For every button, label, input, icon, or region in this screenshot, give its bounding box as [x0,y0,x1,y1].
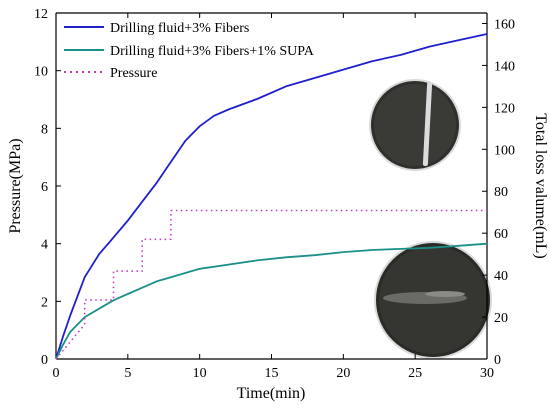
x-axis-title: Time(min) [237,385,306,402]
legend-label-supa: Drilling fluid+3% Fibers+1% SUPA [110,44,315,59]
ticks-layer: 0 5 10 15 20 25 300246810120204060801001201401… [34,7,515,381]
y-left-tick-label: 12 [34,7,48,22]
series-line-2 [55,209,487,360]
x-tick-label: 10 [193,366,207,381]
fracture-photo-top [369,79,461,171]
y-left-tick-label: 4 [41,238,48,253]
y-right-tick-label: 0 [494,353,501,368]
x-tick-label: 15 [265,366,279,381]
y-right-tick-label: 80 [494,185,508,200]
x-tick-label: 20 [336,366,350,381]
y-right-tick-label: 40 [494,269,508,284]
y-right-tick-label: 140 [494,59,515,74]
x-tick-label: 0 [53,366,60,381]
x-tick-label: 25 [408,366,422,381]
y-left-tick-label: 0 [41,353,48,368]
y-right-tick-label: 120 [494,101,515,116]
legend-label-fibers: Drilling fluid+3% Fibers [110,21,249,36]
y-left-tick-label: 2 [41,295,48,310]
x-tick-label: 30 [480,366,494,381]
y-left-axis-title: Pressure(MPa) [7,138,24,233]
y-right-tick-label: 20 [494,311,508,326]
y-left-tick-label: 8 [41,122,48,137]
series-line-0 [55,33,488,360]
legend: Drilling fluid+3% Fibers Drilling fluid+… [64,21,315,81]
y-left-tick-label: 6 [41,180,48,195]
y-right-tick-label: 60 [494,227,508,242]
y-left-tick-label: 10 [34,65,48,80]
x-tick-label: 5 [124,366,131,381]
series-layer [55,33,488,360]
fracture-photo-bottom [374,241,492,359]
series-line-1 [55,242,488,360]
y-right-tick-label: 160 [494,17,515,32]
legend-label-pressure: Pressure [110,66,157,81]
y-right-axis-title: Total loss valume(mL) [532,113,549,259]
y-right-tick-label: 100 [494,143,515,158]
